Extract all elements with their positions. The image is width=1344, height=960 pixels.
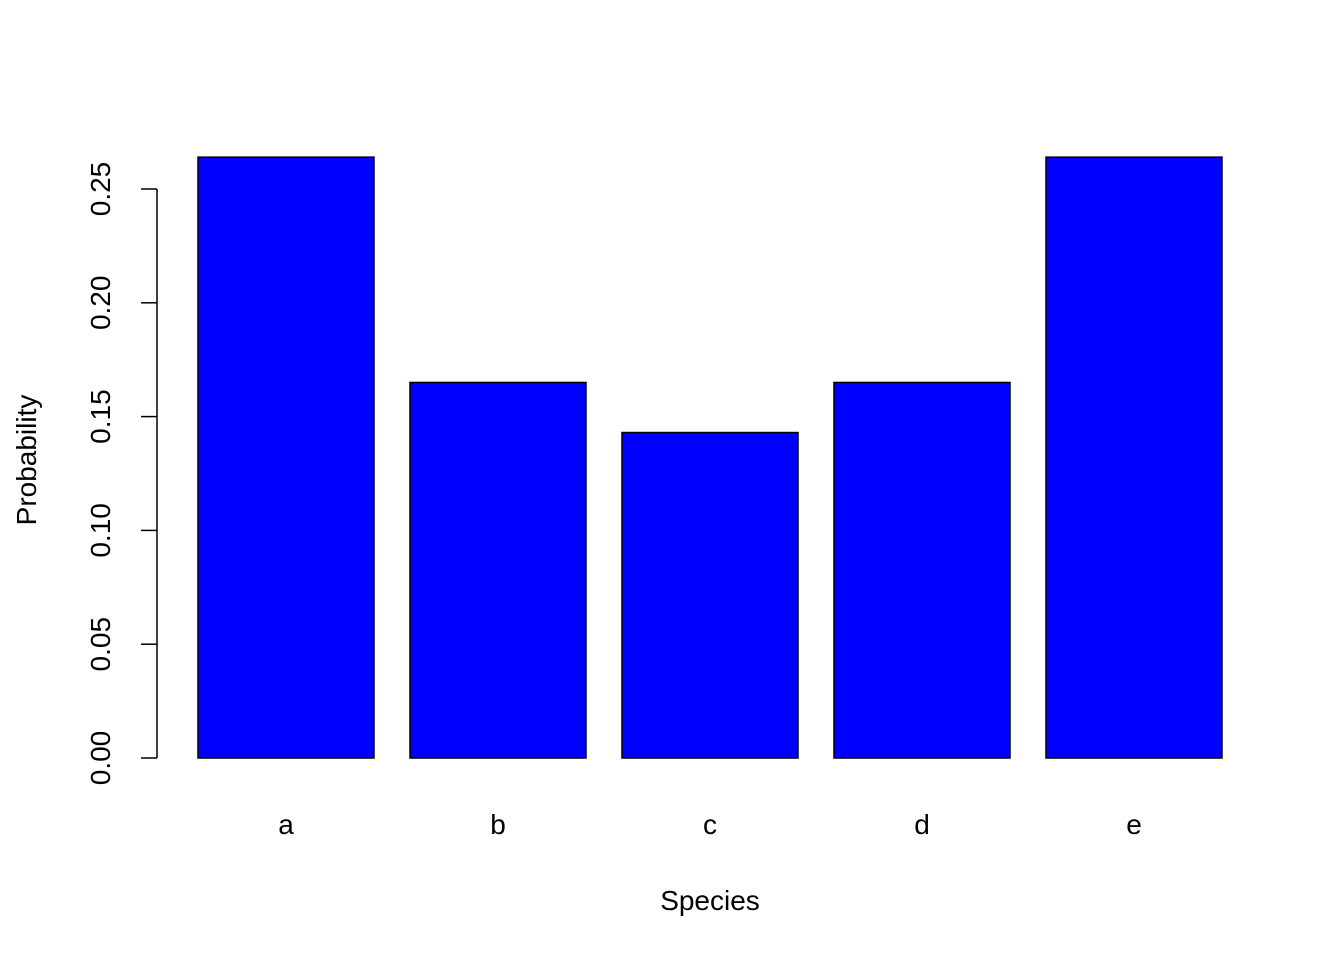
bar-a bbox=[197, 156, 375, 759]
bar-d bbox=[833, 381, 1011, 759]
y-axis: 0.00 0.05 0.10 0.15 0.20 0.25 bbox=[85, 162, 158, 786]
x-tick-label-e: e bbox=[1126, 809, 1142, 840]
x-axis-title: Species bbox=[660, 885, 760, 916]
x-tick-label-a: a bbox=[278, 809, 294, 840]
x-tick-label-c: c bbox=[703, 809, 717, 840]
bar-b bbox=[409, 381, 587, 759]
x-tick-label-b: b bbox=[490, 809, 506, 840]
y-tick-label: 0.10 bbox=[85, 503, 116, 558]
y-tick-label: 0.25 bbox=[85, 162, 116, 217]
y-tick-label: 0.00 bbox=[85, 731, 116, 786]
y-tick-label: 0.20 bbox=[85, 276, 116, 331]
y-axis-title: Probability bbox=[11, 395, 42, 526]
x-axis-labels: a b c d e bbox=[278, 809, 1142, 840]
bar-e bbox=[1045, 156, 1223, 759]
bar-c bbox=[621, 431, 799, 759]
x-tick-label-d: d bbox=[914, 809, 930, 840]
bars-group bbox=[197, 156, 1223, 759]
y-tick-label: 0.05 bbox=[85, 617, 116, 672]
y-tick-label: 0.15 bbox=[85, 389, 116, 444]
